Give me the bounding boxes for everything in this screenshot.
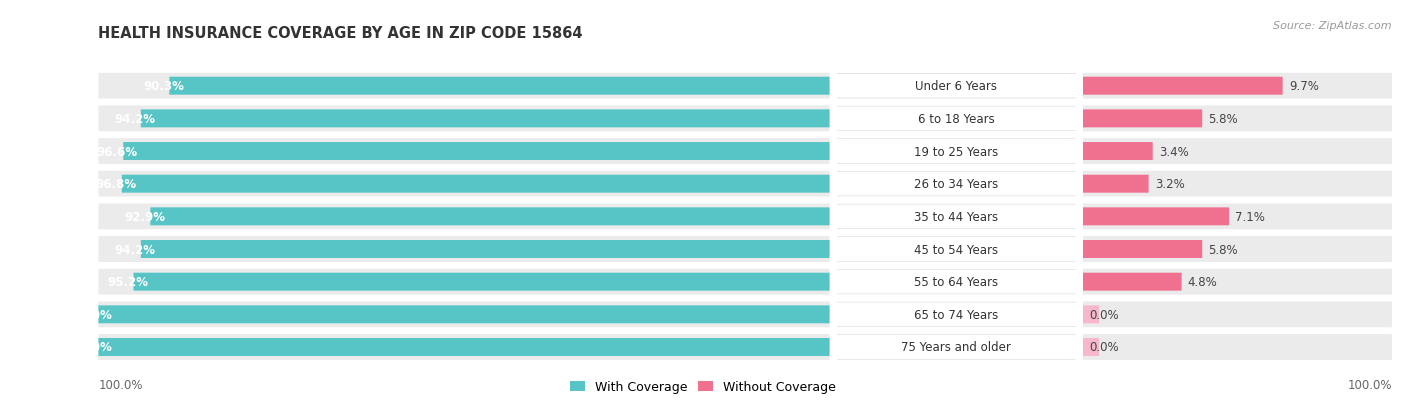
Text: 5.8%: 5.8%	[1208, 243, 1239, 256]
Text: 65 to 74 Years: 65 to 74 Years	[914, 308, 998, 321]
Text: 94.2%: 94.2%	[114, 243, 156, 256]
Text: 35 to 44 Years: 35 to 44 Years	[914, 210, 998, 223]
FancyBboxPatch shape	[1083, 237, 1392, 262]
FancyBboxPatch shape	[141, 240, 830, 259]
Text: 26 to 34 Years: 26 to 34 Years	[914, 178, 998, 191]
Text: 75 Years and older: 75 Years and older	[901, 341, 1011, 354]
Text: 3.4%: 3.4%	[1159, 145, 1188, 158]
FancyBboxPatch shape	[830, 204, 1083, 229]
FancyBboxPatch shape	[830, 302, 1083, 327]
Text: Source: ZipAtlas.com: Source: ZipAtlas.com	[1274, 21, 1392, 31]
FancyBboxPatch shape	[98, 139, 830, 164]
Text: 6 to 18 Years: 6 to 18 Years	[918, 113, 994, 126]
FancyBboxPatch shape	[830, 107, 1083, 131]
FancyBboxPatch shape	[98, 237, 830, 262]
FancyBboxPatch shape	[98, 106, 830, 132]
FancyBboxPatch shape	[1083, 306, 1099, 323]
FancyBboxPatch shape	[169, 78, 830, 95]
FancyBboxPatch shape	[98, 74, 830, 100]
FancyBboxPatch shape	[1083, 143, 1153, 161]
Text: 45 to 54 Years: 45 to 54 Years	[914, 243, 998, 256]
Text: Under 6 Years: Under 6 Years	[915, 80, 997, 93]
Text: Under 6 Years: Under 6 Years	[915, 80, 997, 93]
Text: 100.0%: 100.0%	[65, 308, 112, 321]
FancyBboxPatch shape	[98, 302, 830, 328]
Text: 0.0%: 0.0%	[1088, 308, 1118, 321]
Legend: With Coverage, Without Coverage: With Coverage, Without Coverage	[565, 375, 841, 399]
FancyBboxPatch shape	[98, 171, 830, 197]
FancyBboxPatch shape	[1083, 110, 1202, 128]
Text: 90.3%: 90.3%	[143, 80, 184, 93]
FancyBboxPatch shape	[830, 74, 1083, 99]
FancyBboxPatch shape	[1083, 74, 1392, 100]
Text: 5.8%: 5.8%	[1208, 113, 1239, 126]
Text: 96.6%: 96.6%	[97, 145, 138, 158]
FancyBboxPatch shape	[98, 204, 830, 230]
Text: 19 to 25 Years: 19 to 25 Years	[914, 145, 998, 158]
Text: 92.9%: 92.9%	[124, 210, 165, 223]
Text: 55 to 64 Years: 55 to 64 Years	[914, 275, 998, 288]
FancyBboxPatch shape	[141, 110, 830, 128]
FancyBboxPatch shape	[830, 237, 1083, 261]
FancyBboxPatch shape	[98, 334, 830, 360]
FancyBboxPatch shape	[1083, 334, 1392, 360]
Text: 4.8%: 4.8%	[1188, 275, 1218, 288]
FancyBboxPatch shape	[1083, 338, 1099, 356]
Text: 0.0%: 0.0%	[1088, 341, 1118, 354]
FancyBboxPatch shape	[98, 306, 830, 323]
FancyBboxPatch shape	[1083, 139, 1392, 164]
Text: 100.0%: 100.0%	[98, 377, 143, 391]
FancyBboxPatch shape	[1083, 78, 1282, 95]
FancyBboxPatch shape	[830, 140, 1083, 164]
FancyBboxPatch shape	[1083, 208, 1229, 226]
FancyBboxPatch shape	[1083, 273, 1181, 291]
FancyBboxPatch shape	[830, 74, 1083, 99]
Text: 100.0%: 100.0%	[65, 341, 112, 354]
FancyBboxPatch shape	[1083, 106, 1392, 132]
Text: 94.2%: 94.2%	[114, 113, 156, 126]
FancyBboxPatch shape	[1083, 269, 1392, 295]
FancyBboxPatch shape	[830, 270, 1083, 294]
FancyBboxPatch shape	[1083, 204, 1392, 230]
FancyBboxPatch shape	[98, 338, 830, 356]
FancyBboxPatch shape	[98, 269, 830, 295]
FancyBboxPatch shape	[1083, 171, 1392, 197]
FancyBboxPatch shape	[1083, 240, 1202, 259]
Text: HEALTH INSURANCE COVERAGE BY AGE IN ZIP CODE 15864: HEALTH INSURANCE COVERAGE BY AGE IN ZIP …	[98, 26, 583, 41]
Text: 9.7%: 9.7%	[1289, 80, 1319, 93]
Text: 7.1%: 7.1%	[1236, 210, 1265, 223]
Text: 96.8%: 96.8%	[96, 178, 136, 191]
FancyBboxPatch shape	[830, 172, 1083, 197]
FancyBboxPatch shape	[1083, 302, 1392, 328]
FancyBboxPatch shape	[124, 143, 830, 161]
Text: 3.2%: 3.2%	[1154, 178, 1184, 191]
FancyBboxPatch shape	[1083, 175, 1149, 193]
Text: 95.2%: 95.2%	[107, 275, 148, 288]
Text: 100.0%: 100.0%	[1347, 377, 1392, 391]
FancyBboxPatch shape	[150, 208, 830, 226]
FancyBboxPatch shape	[830, 335, 1083, 359]
FancyBboxPatch shape	[134, 273, 830, 291]
FancyBboxPatch shape	[122, 175, 830, 193]
